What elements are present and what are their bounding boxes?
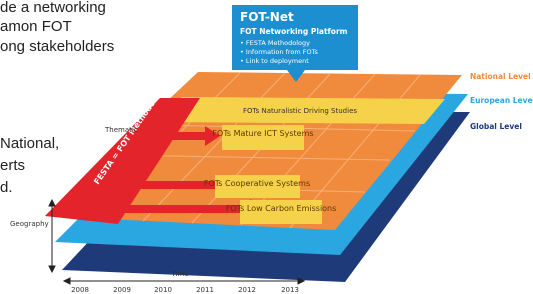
year-label: 2008	[71, 286, 89, 294]
year-label: 2010	[154, 286, 172, 294]
intro-line: ong stakeholders	[0, 38, 114, 55]
study-label: FOTs Low Carbon Emissions	[226, 204, 337, 213]
study-label: FOTs Mature ICT Systems	[212, 129, 313, 138]
year-label: 2013	[281, 286, 299, 294]
level-label: Global Level	[470, 122, 522, 131]
intro-line: National,	[0, 135, 59, 152]
year-label: 2012	[238, 286, 256, 294]
study-label: FOTs Naturalistic Driving Studies	[243, 107, 357, 115]
year-label: 2011	[196, 286, 214, 294]
callout-bullet: • FESTA Methodology	[240, 39, 310, 47]
time-arrow	[64, 278, 304, 284]
callout-bullet: • Information from FOTs	[240, 48, 319, 56]
study-label: FOTs Cooperative Systems	[204, 179, 310, 188]
thematic-label: Thematic	[104, 126, 138, 134]
intro-line: d.	[0, 179, 13, 196]
diagram: de a networking amon FOT ong stakeholder…	[0, 0, 533, 294]
intro-line: de a networking	[0, 0, 106, 16]
callout-bullet: • Link to deployment	[240, 57, 309, 65]
intro-line: amon FOT	[0, 18, 72, 35]
callout-subtitle: FOT Networking Platform	[240, 27, 348, 36]
level-label: National Level	[470, 72, 531, 81]
callout-title: FOT-Net	[240, 10, 294, 24]
level-label: European Level	[470, 96, 533, 105]
geography-label: Geography	[10, 220, 49, 228]
intro-line: erts	[0, 157, 25, 174]
year-label: 2009	[113, 286, 131, 294]
year-labels: 2008 2009 2010 2011 2012 2013	[71, 286, 299, 294]
time-label: Time	[170, 270, 188, 278]
